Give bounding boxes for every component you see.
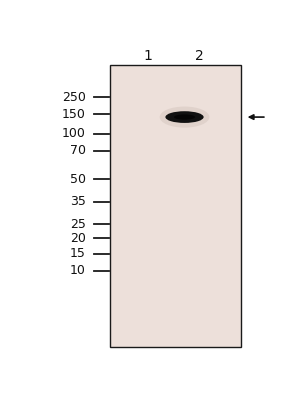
Ellipse shape bbox=[174, 114, 195, 120]
Ellipse shape bbox=[160, 106, 209, 128]
Text: 250: 250 bbox=[62, 91, 86, 104]
Text: 100: 100 bbox=[62, 128, 86, 140]
Bar bbox=[110, 65, 241, 347]
Text: 1: 1 bbox=[143, 49, 152, 63]
Text: 70: 70 bbox=[70, 144, 86, 157]
Text: 150: 150 bbox=[62, 108, 86, 121]
Text: 2: 2 bbox=[195, 49, 204, 63]
Text: 35: 35 bbox=[70, 195, 86, 208]
Ellipse shape bbox=[165, 111, 204, 123]
Text: 15: 15 bbox=[70, 247, 86, 260]
Text: 25: 25 bbox=[70, 218, 86, 231]
Text: 50: 50 bbox=[70, 172, 86, 186]
Text: 10: 10 bbox=[70, 264, 86, 277]
Text: 20: 20 bbox=[70, 232, 86, 245]
